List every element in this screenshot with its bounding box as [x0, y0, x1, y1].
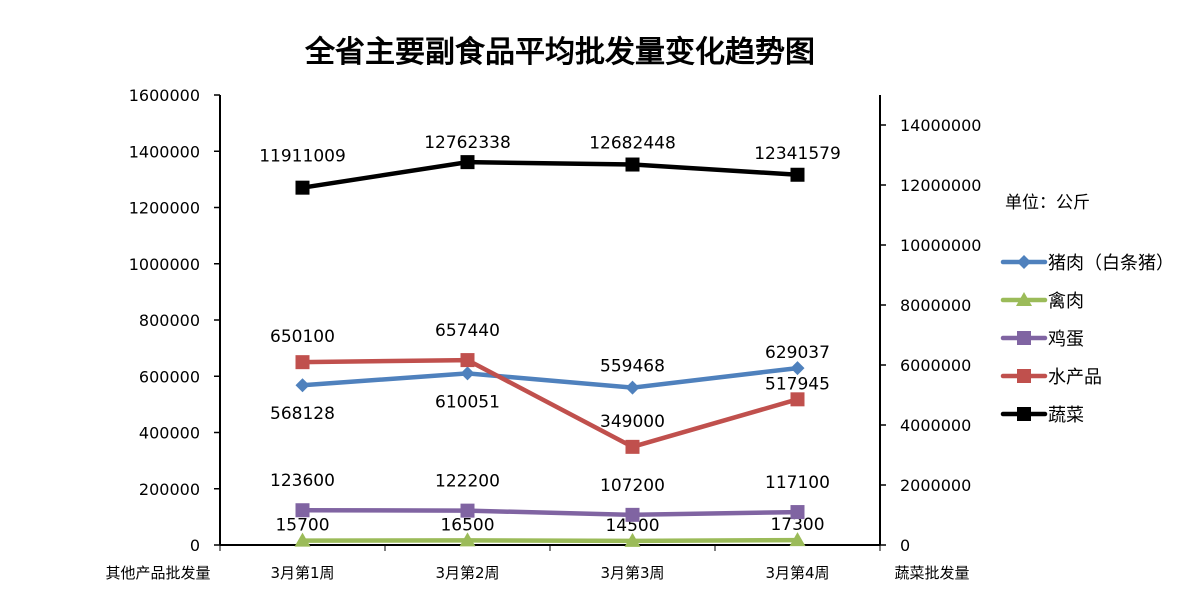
- unit-note: 单位：公斤: [1005, 193, 1090, 213]
- data-label: 349000: [600, 412, 665, 432]
- right-tick-label: 10000000: [900, 236, 981, 255]
- data-point: [460, 353, 475, 368]
- data-label: 16500: [440, 515, 494, 535]
- left-tick-label: 1600000: [129, 86, 200, 105]
- x-tick-label: 3月第3周: [600, 564, 664, 582]
- data-label: 568128: [270, 404, 335, 424]
- data-point: [790, 392, 805, 407]
- series-line: [302, 159, 798, 190]
- series-2: 123600 122200 107200 117100: [270, 471, 830, 522]
- data-label: 12341579: [754, 144, 841, 164]
- data-point: [459, 532, 476, 547]
- left-tick-label: 200000: [139, 480, 200, 499]
- data-label: 17300: [770, 515, 824, 535]
- legend-label: 猪肉（白条猪）: [1048, 253, 1174, 274]
- data-label: 14500: [605, 516, 659, 536]
- data-point: [624, 532, 641, 547]
- legend-item: 水产品: [1000, 367, 1102, 388]
- data-label: 610051: [435, 392, 500, 412]
- legend-label: 鸡蛋: [1048, 329, 1084, 350]
- data-label: 12682448: [589, 134, 676, 154]
- data-point: [625, 439, 640, 454]
- data-label: 650100: [270, 327, 335, 347]
- left-tick-label: 1000000: [129, 255, 200, 274]
- right-tick-label: 4000000: [900, 416, 971, 435]
- chart-title: 全省主要副食品平均批发量变化趋势图: [304, 35, 815, 70]
- data-point: [625, 157, 640, 172]
- legend-label: 蔬菜: [1048, 405, 1084, 426]
- data-point: [625, 507, 640, 522]
- legend-marker: [1017, 369, 1031, 383]
- left-tick-label: 400000: [139, 424, 200, 443]
- data-point: [460, 155, 475, 170]
- data-point: [460, 366, 475, 381]
- legend-label: 水产品: [1048, 367, 1102, 388]
- left-tick-label: 800000: [139, 311, 200, 330]
- series-1: 15700 16500 14500 17300: [275, 515, 825, 547]
- left-axis-label: 其他产品批发量: [105, 564, 210, 582]
- right-tick-label: 6000000: [900, 356, 971, 375]
- data-label: 517945: [765, 374, 830, 394]
- series-line: [302, 537, 798, 544]
- data-point: [295, 355, 310, 370]
- data-label: 117100: [765, 473, 830, 493]
- data-point: [294, 532, 311, 547]
- left-tick-label: 0: [190, 536, 200, 555]
- right-tick-label: 14000000: [900, 116, 981, 135]
- legend-marker: [1016, 292, 1032, 306]
- data-point: [790, 167, 805, 182]
- data-point: [295, 503, 310, 518]
- data-label: 122200: [435, 472, 500, 492]
- series-line: [302, 507, 798, 518]
- x-tick-label: 3月第4周: [765, 564, 829, 582]
- data-point: [789, 532, 806, 547]
- data-point: [295, 378, 310, 393]
- legend-label: 禽肉: [1048, 291, 1084, 312]
- data-label: 657440: [435, 321, 500, 341]
- legend-item: 猪肉（白条猪）: [1000, 253, 1174, 274]
- right-tick-label: 12000000: [900, 176, 981, 195]
- data-point: [625, 380, 640, 395]
- data-label: 559468: [600, 357, 665, 377]
- axes: 0 200000 400000 600000 800000 1000000 1200000 1…: [129, 86, 982, 582]
- legend-marker: [1017, 407, 1031, 421]
- data-point: [295, 180, 310, 195]
- data-label: 11911009: [259, 147, 346, 167]
- legend-marker: [1017, 255, 1031, 269]
- x-tick-label: 3月第1周: [270, 564, 334, 582]
- legend-marker: [1017, 331, 1031, 345]
- data-point: [790, 361, 805, 376]
- right-axis-label: 蔬菜批发量: [894, 564, 969, 582]
- data-label: 12762338: [424, 133, 511, 153]
- series-0: 568128 610051 559468 629037: [270, 343, 830, 424]
- right-tick-label: 8000000: [900, 296, 971, 315]
- data-label: 629037: [765, 343, 830, 363]
- left-tick-label: 1400000: [129, 142, 200, 161]
- data-label: 15700: [275, 516, 329, 536]
- left-tick-label: 1200000: [129, 199, 200, 218]
- series-3: 650100 657440 349000 517945: [270, 321, 830, 454]
- series-line: [302, 357, 799, 450]
- right-tick-label: 2000000: [900, 476, 971, 495]
- data-label: 123600: [270, 471, 335, 491]
- left-tick-label: 600000: [139, 367, 200, 386]
- series-line: [302, 365, 798, 390]
- data-label: 107200: [600, 476, 665, 496]
- data-point: [790, 505, 805, 520]
- x-tick-label: 3月第2周: [435, 564, 499, 582]
- data-point: [460, 503, 475, 518]
- series-4: 11911009 12762338 12682448 12341579: [259, 133, 841, 195]
- right-tick-label: 0: [900, 536, 910, 555]
- legend-item: 蔬菜: [1000, 405, 1084, 426]
- legend-item: 禽肉: [1000, 291, 1084, 312]
- legend-item: 鸡蛋: [1000, 329, 1084, 350]
